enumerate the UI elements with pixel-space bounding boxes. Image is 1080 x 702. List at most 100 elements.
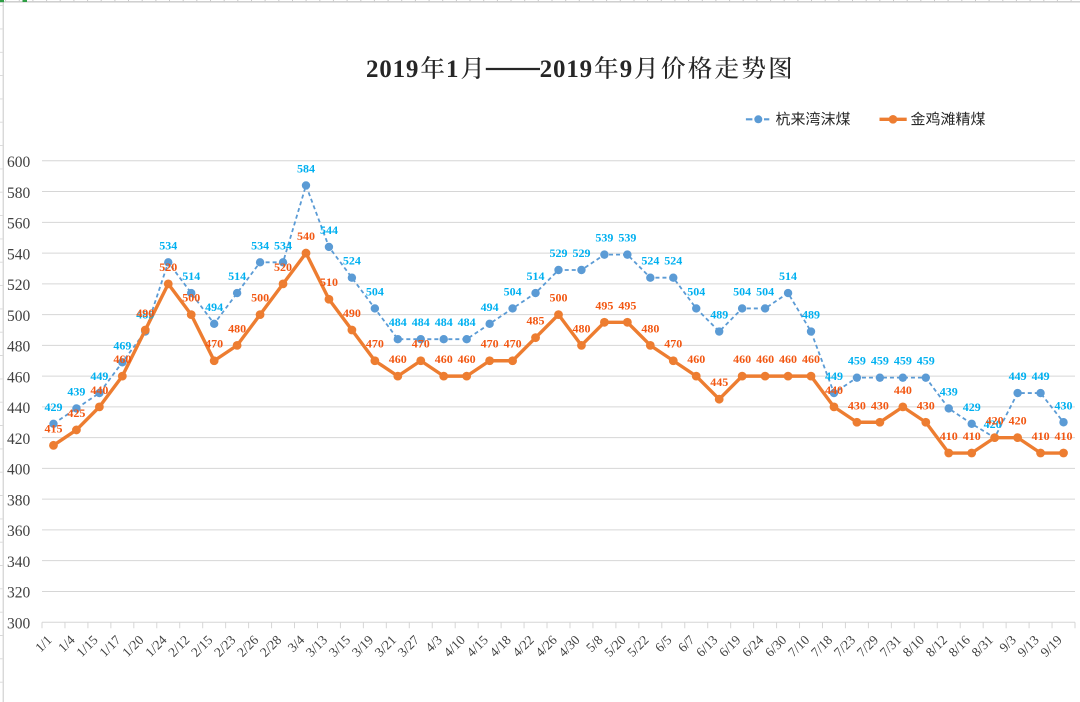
svg-text:460: 460 (756, 352, 774, 366)
svg-text:540: 540 (7, 246, 31, 263)
svg-text:470: 470 (205, 337, 223, 351)
svg-text:460: 460 (802, 352, 820, 366)
svg-text:459: 459 (871, 354, 889, 368)
svg-text:439: 439 (67, 384, 85, 398)
svg-text:500: 500 (182, 291, 200, 305)
svg-text:429: 429 (963, 400, 981, 414)
svg-text:470: 470 (504, 337, 522, 351)
svg-text:520: 520 (274, 260, 292, 274)
svg-text:460: 460 (113, 352, 131, 366)
svg-text:539: 539 (595, 231, 613, 245)
svg-text:460: 460 (7, 369, 31, 386)
svg-text:449: 449 (825, 369, 843, 383)
svg-text:420: 420 (7, 431, 31, 448)
svg-text:494: 494 (481, 300, 499, 314)
svg-text:580: 580 (7, 185, 31, 202)
svg-text:459: 459 (917, 354, 935, 368)
svg-text:430: 430 (917, 398, 935, 412)
svg-text:514: 514 (228, 269, 246, 283)
svg-text:460: 460 (435, 352, 453, 366)
svg-text:420: 420 (1009, 414, 1027, 428)
svg-text:539: 539 (618, 231, 636, 245)
svg-text:340: 340 (7, 554, 31, 571)
svg-text:484: 484 (458, 315, 476, 329)
svg-text:449: 449 (1009, 369, 1027, 383)
svg-text:415: 415 (44, 421, 62, 435)
svg-text:380: 380 (7, 492, 31, 509)
svg-text:410: 410 (940, 429, 958, 443)
svg-text:489: 489 (136, 308, 154, 322)
svg-text:459: 459 (894, 354, 912, 368)
svg-text:420: 420 (986, 414, 1004, 428)
svg-text:440: 440 (90, 383, 108, 397)
svg-text:480: 480 (641, 321, 659, 335)
svg-text:500: 500 (251, 291, 269, 305)
svg-text:514: 514 (182, 269, 200, 283)
svg-text:430: 430 (1055, 398, 1073, 412)
svg-text:534: 534 (251, 238, 269, 252)
svg-text:484: 484 (389, 315, 407, 329)
svg-text:490: 490 (136, 306, 154, 320)
svg-text:540: 540 (297, 229, 315, 243)
svg-text:504: 504 (733, 284, 751, 298)
svg-text:459: 459 (848, 354, 866, 368)
svg-text:460: 460 (458, 352, 476, 366)
svg-text:489: 489 (710, 308, 728, 322)
svg-text:480: 480 (572, 321, 590, 335)
svg-text:504: 504 (687, 284, 705, 298)
svg-text:534: 534 (159, 238, 177, 252)
svg-text:514: 514 (779, 269, 797, 283)
svg-text:460: 460 (687, 352, 705, 366)
svg-text:460: 460 (733, 352, 751, 366)
svg-text:460: 460 (779, 352, 797, 366)
svg-text:544: 544 (320, 223, 338, 237)
svg-text:470: 470 (366, 337, 384, 351)
svg-text:430: 430 (848, 398, 866, 412)
svg-text:514: 514 (527, 269, 545, 283)
svg-text:410: 410 (1032, 429, 1050, 443)
svg-text:429: 429 (44, 400, 62, 414)
svg-text:320: 320 (7, 585, 31, 602)
svg-text:440: 440 (825, 383, 843, 397)
svg-text:500: 500 (7, 308, 31, 325)
svg-text:524: 524 (343, 254, 361, 268)
svg-text:400: 400 (7, 462, 31, 479)
svg-text:495: 495 (618, 298, 636, 312)
svg-text:510: 510 (320, 275, 338, 289)
svg-text:445: 445 (710, 375, 728, 389)
svg-text:500: 500 (550, 291, 568, 305)
svg-text:520: 520 (159, 260, 177, 274)
svg-text:524: 524 (641, 254, 659, 268)
svg-text:480: 480 (7, 339, 31, 356)
svg-text:469: 469 (113, 338, 131, 352)
svg-text:360: 360 (7, 523, 31, 540)
svg-text:410: 410 (1055, 429, 1073, 443)
svg-text:470: 470 (481, 337, 499, 351)
svg-text:460: 460 (389, 352, 407, 366)
svg-text:495: 495 (595, 298, 613, 312)
svg-text:489: 489 (802, 308, 820, 322)
svg-text:529: 529 (550, 246, 568, 260)
svg-text:410: 410 (963, 429, 981, 443)
svg-text:300: 300 (7, 616, 31, 633)
svg-text:425: 425 (67, 406, 85, 420)
svg-text:504: 504 (366, 284, 384, 298)
svg-text:600: 600 (7, 154, 31, 171)
svg-text:504: 504 (504, 284, 522, 298)
svg-text:470: 470 (664, 337, 682, 351)
svg-text:484: 484 (412, 315, 430, 329)
svg-text:480: 480 (228, 321, 246, 335)
svg-text:534: 534 (274, 238, 292, 252)
svg-text:485: 485 (527, 314, 545, 328)
svg-text:449: 449 (90, 369, 108, 383)
svg-text:490: 490 (343, 306, 361, 320)
svg-text:420: 420 (984, 417, 1002, 431)
svg-text:440: 440 (894, 383, 912, 397)
svg-text:494: 494 (205, 300, 223, 314)
svg-text:529: 529 (572, 246, 590, 260)
svg-text:449: 449 (1032, 369, 1050, 383)
svg-text:524: 524 (664, 254, 682, 268)
svg-text:440: 440 (7, 400, 31, 417)
svg-text:470: 470 (412, 337, 430, 351)
svg-text:504: 504 (756, 284, 774, 298)
